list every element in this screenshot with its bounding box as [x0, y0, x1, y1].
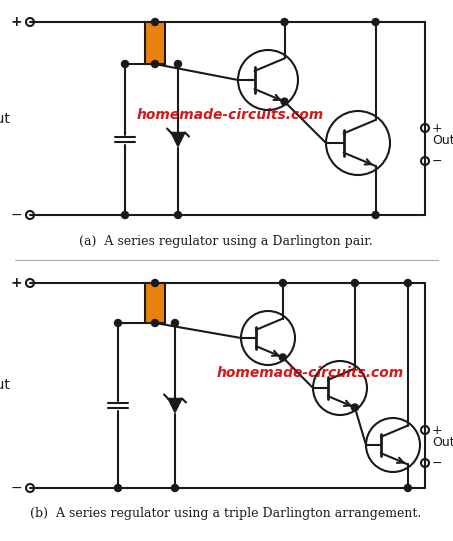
- Circle shape: [151, 18, 159, 25]
- Circle shape: [352, 280, 358, 287]
- Text: +: +: [432, 122, 443, 135]
- Circle shape: [115, 320, 121, 327]
- Circle shape: [352, 404, 358, 411]
- Circle shape: [115, 485, 121, 492]
- Text: +: +: [10, 15, 22, 29]
- Circle shape: [280, 280, 286, 287]
- Circle shape: [121, 61, 129, 68]
- Polygon shape: [168, 399, 182, 412]
- Circle shape: [151, 61, 159, 68]
- Text: −: −: [432, 155, 443, 168]
- Circle shape: [172, 320, 178, 327]
- Text: −: −: [10, 208, 22, 222]
- Text: homemade-circuits.com: homemade-circuits.com: [217, 366, 404, 380]
- Circle shape: [174, 61, 182, 68]
- Bar: [145, 283, 165, 323]
- Circle shape: [151, 320, 159, 327]
- Text: +: +: [10, 276, 22, 290]
- Text: Output: Output: [432, 134, 453, 147]
- Circle shape: [281, 18, 288, 25]
- Bar: [145, 22, 165, 64]
- Circle shape: [372, 212, 379, 219]
- Circle shape: [280, 354, 286, 361]
- Circle shape: [121, 212, 129, 219]
- Text: −: −: [10, 481, 22, 495]
- Text: −: −: [432, 457, 443, 470]
- Text: Input: Input: [0, 111, 10, 126]
- Text: (a)  A series regulator using a Darlington pair.: (a) A series regulator using a Darlingto…: [79, 235, 373, 248]
- Text: Input: Input: [0, 379, 10, 393]
- Circle shape: [172, 485, 178, 492]
- Text: (b)  A series regulator using a triple Darlington arrangement.: (b) A series regulator using a triple Da…: [30, 507, 422, 520]
- Circle shape: [372, 18, 379, 25]
- Text: Output: Output: [432, 436, 453, 449]
- Circle shape: [405, 485, 411, 492]
- Circle shape: [174, 212, 182, 219]
- Circle shape: [281, 98, 288, 105]
- Circle shape: [405, 280, 411, 287]
- Circle shape: [151, 280, 159, 287]
- Text: +: +: [432, 424, 443, 437]
- Text: homemade-circuits.com: homemade-circuits.com: [136, 108, 323, 122]
- Polygon shape: [171, 133, 185, 147]
